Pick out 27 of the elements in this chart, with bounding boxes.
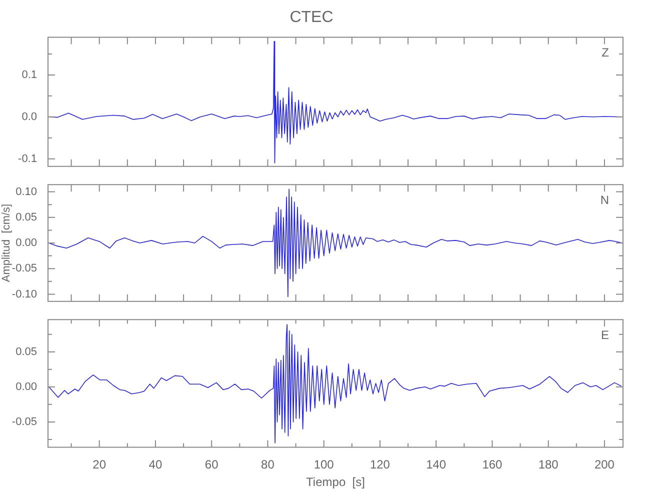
x-tick-label: 200: [594, 458, 615, 472]
y-tick-label: 0.1: [22, 68, 37, 81]
y-tick-label: 0.10: [16, 186, 37, 198]
x-tick-label: 80: [261, 458, 275, 472]
y-tick-label: -0.05: [12, 416, 37, 428]
chart-title: CTEC: [290, 9, 334, 26]
y-tick-label: 0.0: [22, 110, 37, 123]
annotation: Z: [602, 46, 609, 60]
x-tick-label: 60: [204, 458, 219, 472]
y-tick-label: -0.1: [18, 152, 37, 165]
x-tick-label: 140: [426, 458, 446, 472]
x-tick-label: 100: [314, 458, 334, 472]
y-tick-label: 0.00: [16, 380, 37, 393]
x-tick-label: 160: [482, 458, 503, 472]
y-tick-label: 0.05: [16, 346, 37, 358]
annotation: E: [600, 328, 609, 342]
y-tick-label: -0.05: [12, 262, 37, 275]
x-tick-label: 40: [148, 458, 162, 472]
y-tick-label: -0.10: [12, 288, 37, 300]
y-tick-label: 0.00: [16, 237, 37, 250]
annotation: N: [600, 192, 609, 207]
y-tick-label: 0.05: [16, 211, 37, 224]
x-axis-title: Tiempo [s]: [306, 475, 365, 490]
x-tick-label: 180: [538, 458, 559, 472]
y-axis-title: Amplitud [cm/s]: [0, 204, 13, 282]
x-tick-label: 120: [370, 458, 390, 472]
x-tick-label: 20: [92, 458, 106, 472]
